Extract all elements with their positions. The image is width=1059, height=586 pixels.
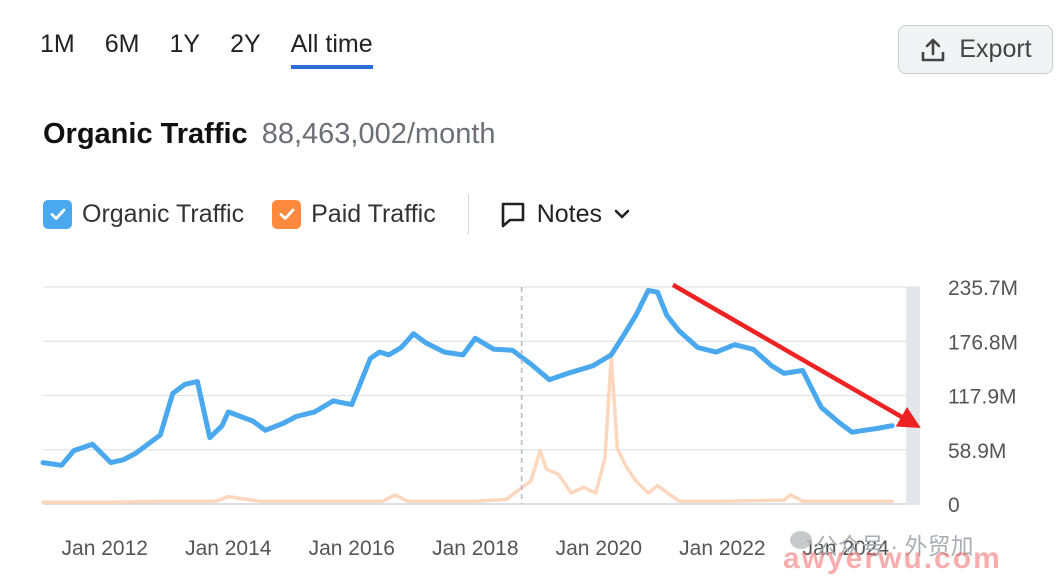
tab-1y[interactable]: 1Y: [169, 30, 201, 58]
x-tick-label: Jan 2022: [679, 537, 765, 560]
trend-arrow: [671, 282, 921, 428]
checkbox-checked-icon[interactable]: [43, 199, 72, 229]
note-icon: [501, 202, 525, 228]
tab-all-time[interactable]: All time: [290, 30, 373, 69]
x-tick-label: Jan 2012: [62, 537, 148, 560]
upload-icon: [922, 38, 945, 61]
chevron-down-icon: [614, 209, 630, 219]
tab-2y[interactable]: 2Y: [230, 30, 261, 58]
y-tick-label: 58.9M: [948, 440, 1006, 463]
chart-legend: Organic Traffic Paid Traffic Notes: [43, 194, 632, 234]
notes-label: Notes: [536, 199, 603, 228]
chart-title: Organic Traffic 88,463,002/month: [43, 118, 496, 151]
watermark-line2: awyerwu.com: [783, 542, 1002, 575]
organic-traffic-line: [40, 287, 895, 468]
paid-traffic-line: [41, 354, 894, 504]
latest-period-band: [906, 287, 920, 505]
notes-dropdown[interactable]: Notes: [499, 200, 632, 229]
tab-1m[interactable]: 1M: [40, 30, 75, 58]
checkbox-checked-icon[interactable]: [272, 199, 302, 229]
legend-organic-label: Organic Traffic: [82, 199, 245, 228]
y-tick-label: 176.8M: [948, 331, 1018, 354]
x-tick-label: Jan 2018: [432, 537, 518, 560]
y-tick-label: 117.9M: [948, 386, 1017, 409]
legend-divider: [467, 194, 469, 234]
export-label: Export: [959, 35, 1032, 63]
x-tick-label: Jan 2020: [556, 537, 642, 560]
x-tick-label: Jan 2014: [185, 537, 272, 560]
tab-6m[interactable]: 6M: [104, 30, 140, 58]
period-tabs: 1M 6M 1Y 2Y All time: [40, 30, 403, 69]
x-tick-label: Jan 2024: [803, 537, 890, 560]
metric-name: Organic Traffic: [43, 118, 248, 150]
legend-paid-toggle[interactable]: Paid Traffic: [272, 199, 436, 229]
watermark-line1: 公众号 · 外贸加: [815, 533, 974, 559]
legend-organic-toggle[interactable]: Organic Traffic: [43, 199, 245, 229]
wechat-logo-icon: [790, 531, 812, 549]
export-button[interactable]: Export: [898, 25, 1053, 74]
legend-paid-label: Paid Traffic: [311, 199, 436, 228]
x-tick-label: Jan 2016: [309, 537, 395, 560]
y-tick-label: 235.7M: [948, 277, 1018, 300]
metric-value: 88,463,002/month: [261, 118, 496, 150]
y-tick-label: 0: [948, 494, 960, 517]
